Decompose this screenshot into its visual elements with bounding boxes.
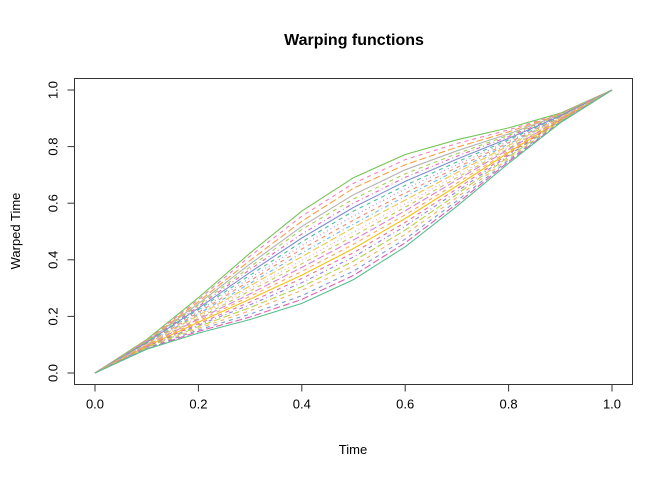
warp-line-warp-21 (94, 89, 613, 374)
y-axis-title: Warped Time (8, 193, 23, 270)
x-axis-title: Time (339, 442, 367, 457)
warp-line-warp-19 (94, 89, 613, 374)
y-tick-label: 1.0 (46, 81, 61, 99)
y-tick-label: 0.4 (46, 251, 61, 269)
y-tick-label: 0.6 (46, 194, 61, 212)
x-tick-label: 0.0 (86, 397, 104, 412)
x-tick-label: 0.6 (396, 397, 414, 412)
warp-line-warp-9 (94, 89, 613, 374)
warp-line-warp-8 (94, 89, 613, 374)
chart-title: Warping functions (284, 32, 424, 49)
x-axis: 0.0 0.2 0.4 0.6 0.8 1.0 (86, 384, 621, 412)
x-tick-label: 0.2 (189, 397, 207, 412)
warp-line-warp-1 (94, 89, 613, 374)
warp-line-warp-17 (94, 89, 613, 374)
warp-line-warp-18 (94, 89, 613, 374)
warp-line-warp-12 (94, 89, 613, 374)
x-tick-label: 0.4 (293, 397, 311, 412)
y-tick-label: 0.8 (46, 138, 61, 156)
plot-border (74, 78, 633, 385)
warp-line-warp-24 (94, 89, 613, 374)
y-tick-label: 0.0 (46, 364, 61, 382)
warp-line-warp-4 (94, 89, 613, 374)
warp-line-warp-20 (94, 89, 613, 374)
warp-line-warp-7 (94, 89, 613, 374)
warp-line-warp-10 (94, 89, 613, 374)
warp-line-warp-13 (94, 89, 613, 374)
y-tick-label: 0.2 (46, 307, 61, 325)
warp-line-warp-16 (94, 89, 613, 374)
warp-line-warp-5 (94, 89, 613, 374)
warp-line-warp-11 (94, 89, 613, 374)
warp-line-warp-23 (94, 89, 613, 374)
warp-line-warp-3 (94, 89, 613, 374)
y-axis: 0.0 0.2 0.4 0.6 0.8 1.0 (46, 81, 75, 382)
warp-line-warp-2 (94, 89, 613, 374)
x-tick-label: 0.8 (500, 397, 518, 412)
warp-line-warp-22 (94, 89, 613, 374)
warp-line-warp-15 (94, 89, 613, 374)
x-tick-label: 1.0 (603, 397, 621, 412)
warp-line-warp-14 (94, 89, 613, 374)
warp-lines (94, 89, 613, 374)
